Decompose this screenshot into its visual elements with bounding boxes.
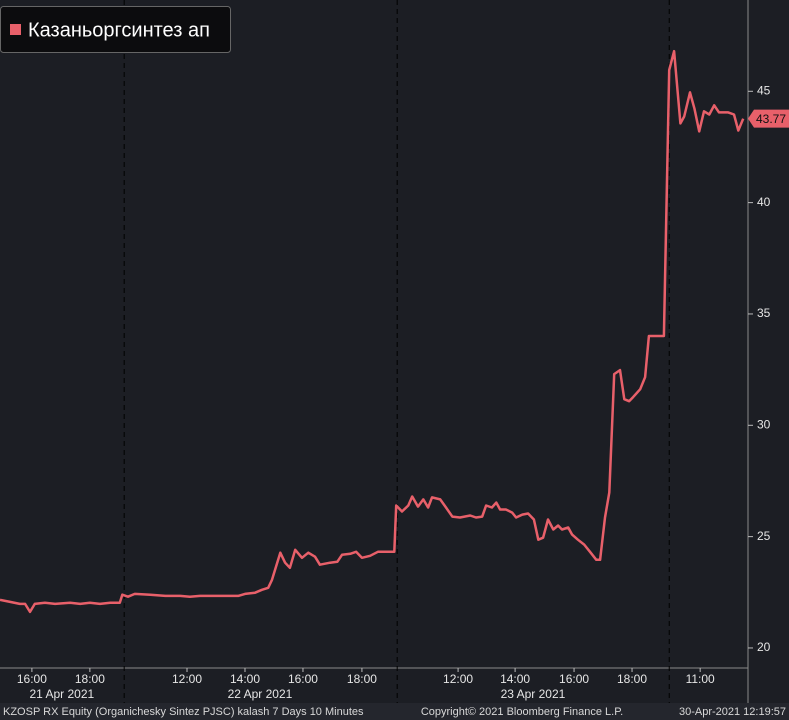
x-tick-label: 11:00 — [686, 672, 715, 686]
footer-center: Copyright© 2021 Bloomberg Finance L.P. — [421, 706, 623, 718]
legend-box — [0, 6, 231, 53]
x-tick-label: 12:00 — [172, 672, 202, 686]
y-tick-label: 30 — [757, 417, 771, 431]
footer-left: KZOSP RX Equity (Organichesky Sintez PJS… — [3, 706, 364, 718]
footer-right: 30-Apr-2021 12:19:57 — [679, 706, 786, 718]
y-tick-label: 35 — [757, 306, 771, 320]
y-tick-label: 20 — [757, 640, 771, 654]
y-tick-label: 40 — [757, 195, 771, 209]
date-label: 22 Apr 2021 — [228, 687, 293, 701]
line-series — [0, 49, 745, 614]
date-label: 23 Apr 2021 — [501, 687, 566, 701]
x-tick-label: 16:00 — [559, 672, 589, 686]
x-tick-label: 14:00 — [500, 672, 530, 686]
legend-label: Казаньоргсинтез ап — [28, 19, 210, 41]
footer-background — [0, 703, 789, 720]
x-tick-label: 16:00 — [288, 672, 318, 686]
legend-swatch — [10, 24, 21, 35]
x-tick-label: 18:00 — [347, 672, 377, 686]
plot-background — [0, 0, 789, 703]
x-tick-label: 12:00 — [443, 672, 473, 686]
x-tick-label: 18:00 — [617, 672, 647, 686]
x-tick-label: 18:00 — [75, 672, 105, 686]
y-tick-label: 45 — [757, 83, 771, 97]
last-value-tag — [748, 109, 789, 128]
x-tick-label: 14:00 — [230, 672, 260, 686]
y-tick-label: 25 — [757, 529, 771, 543]
date-label: 21 Apr 2021 — [29, 687, 94, 701]
x-tick-label: 16:00 — [17, 672, 47, 686]
last-value-label: 43.77 — [756, 112, 786, 126]
